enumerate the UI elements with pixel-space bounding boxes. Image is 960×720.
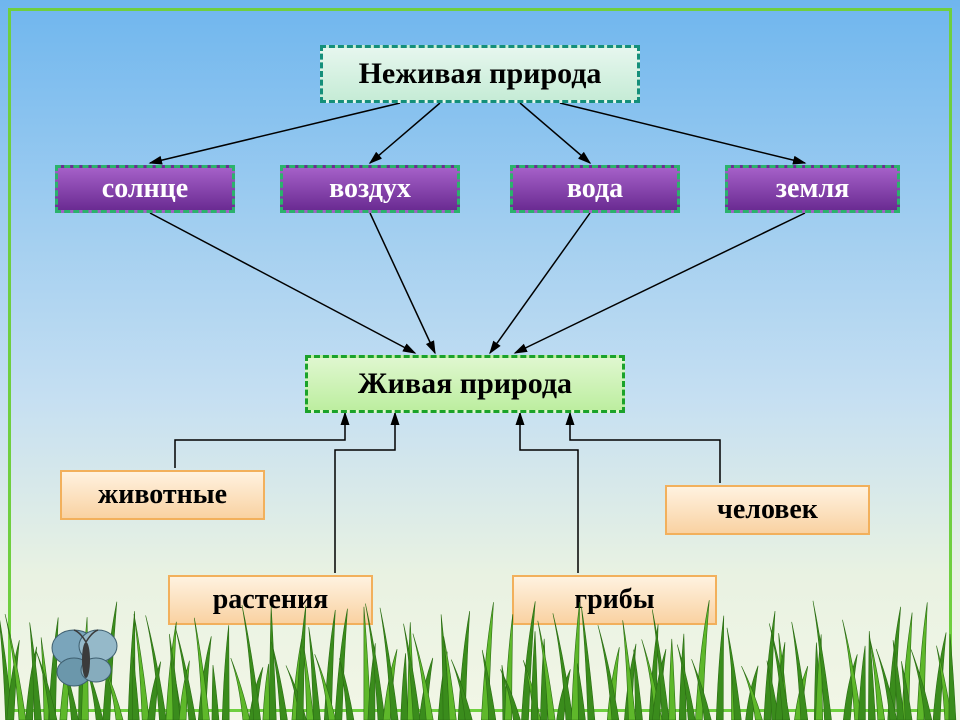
node-living: Живая природа (305, 355, 625, 413)
node-water: вода (510, 165, 680, 213)
node-label: животные (98, 479, 227, 511)
node-label: растения (213, 584, 329, 616)
diagram-canvas: Неживая природа солнце воздух вода земля Жива… (0, 0, 960, 720)
node-label: солнце (102, 173, 188, 205)
node-label: Неживая природа (359, 57, 602, 91)
node-label: воздух (329, 173, 411, 205)
node-label: вода (567, 173, 623, 205)
node-top: Неживая природа (320, 45, 640, 103)
node-earth: земля (725, 165, 900, 213)
node-label: земля (776, 173, 850, 205)
node-human: человек (665, 485, 870, 535)
grass-decor (0, 580, 960, 720)
butterfly-icon (44, 624, 124, 694)
node-plants: растения (168, 575, 373, 625)
node-fungi: грибы (512, 575, 717, 625)
node-label: человек (717, 494, 818, 526)
node-animals: животные (60, 470, 265, 520)
node-label: Живая природа (358, 367, 572, 401)
node-label: грибы (574, 584, 654, 616)
node-air: воздух (280, 165, 460, 213)
node-sun: солнце (55, 165, 235, 213)
